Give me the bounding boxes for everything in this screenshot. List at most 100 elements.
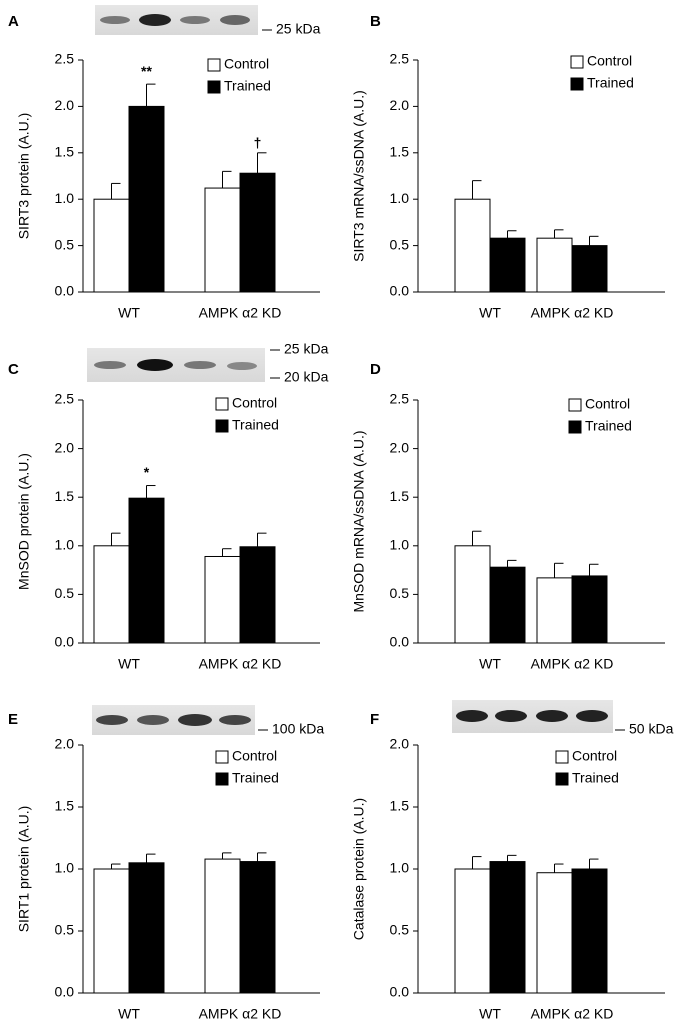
annotation: * [144,464,150,480]
error-bar [111,532,121,546]
legend-swatch [215,772,229,786]
error-bar [257,532,267,547]
x-tick-label: AMPK α2 KD [531,305,614,321]
bar [454,198,491,293]
panel-letter: B [370,13,381,30]
x-tick-label: AMPK α2 KD [199,656,282,672]
y-tick-label: 2.5 [390,51,410,67]
bar [571,575,608,644]
bar [204,187,241,293]
blot-label: 25 kDa [276,21,321,37]
error-bar [222,548,232,557]
y-tick-label: 2.0 [390,97,410,113]
blot-label: 20 kDa [284,369,329,385]
y-axis-label: MnSOD mRNA/ssDNA (A.U.) [351,430,367,612]
panel: D MnSOD mRNA/ssDNA (A.U.) 0.0 0.5 1.0 1.5 2.0 2… [351,361,665,672]
error-bar [257,852,267,862]
error-bar [146,853,156,863]
y-tick-label: 1.5 [390,798,410,814]
panel-letter: A [8,13,19,30]
error-bar [554,229,564,239]
legend-label: Trained [587,75,634,91]
y-tick-label: 0.5 [55,922,75,938]
legend-swatch [555,772,569,786]
y-tick-label: 1.0 [55,190,75,206]
blot-label: 50 kDa [629,721,674,737]
legend-swatch [555,750,569,764]
bar [536,577,573,644]
y-tick-label: 0.5 [390,922,410,938]
y-tick-label: 0.5 [55,236,75,252]
y-tick-label: 2.0 [55,439,75,455]
y-tick-label: 0.0 [390,634,410,650]
blot-a [95,5,258,35]
x-tick-label: WT [118,656,140,672]
y-tick-label: 1.0 [55,537,75,553]
panel-letter: F [370,711,379,728]
error-bar [589,563,599,576]
panel: C MnSOD protein (A.U.) 0.0 0.5 1.0 1.5 2.0 2.5 W… [8,341,329,672]
y-tick-label: 0.5 [390,236,410,252]
bar [489,237,526,293]
x-tick-label: AMPK α2 KD [531,656,614,672]
y-tick-label: 2.0 [390,736,410,752]
y-tick-label: 1.5 [55,144,75,160]
error-bar [146,485,156,499]
x-tick-label: WT [479,1006,501,1022]
error-bar [111,863,121,869]
x-tick-label: WT [118,305,140,321]
blot-c [87,348,265,382]
blot-label: 100 kDa [272,721,324,737]
y-tick-label: 0.0 [390,984,410,1000]
error-bar [589,858,599,869]
y-tick-label: 0.0 [55,984,75,1000]
bar [536,872,573,994]
y-tick-label: 1.0 [390,190,410,206]
error-bar [472,180,482,200]
y-tick-label: 2.5 [55,391,75,407]
error-bar [222,170,232,189]
y-tick-label: 0.0 [55,634,75,650]
legend-swatch [207,80,221,94]
error-bar [111,182,121,200]
y-tick-label: 1.5 [55,798,75,814]
panel: F Catalase protein (A.U.) 0.0 0.5 1.0 1.5 2.0 W… [351,711,674,1022]
legend-swatch [215,750,229,764]
error-bar [507,230,517,239]
annotation: † [254,135,262,151]
bar [454,545,491,644]
bar [128,105,165,293]
y-tick-label: 2.5 [55,51,75,67]
bar [571,868,608,994]
x-tick-label: WT [479,305,501,321]
panel-letter: E [8,711,18,728]
bar [128,497,165,644]
y-tick-label: 2.5 [390,391,410,407]
legend-swatch [570,77,584,91]
blot-e [92,705,255,735]
bar [454,868,491,994]
y-tick-label: 2.0 [55,736,75,752]
bar [239,172,276,293]
y-tick-label: 0.0 [55,283,75,299]
y-axis-label: SIRT3 mRNA/ssDNA (A.U.) [351,90,367,262]
panel-letter: D [370,361,381,378]
bar [489,861,526,994]
x-tick-label: AMPK α2 KD [199,1006,282,1022]
error-bar [257,152,267,174]
x-tick-label: WT [118,1006,140,1022]
panel-letter: C [8,361,19,378]
panel: E SIRT1 protein (A.U.) 0.0 0.5 1.0 1.5 2.0 WT AM… [8,711,324,1022]
legend-label: Control [232,748,277,764]
y-axis-label: Catalase protein (A.U.) [351,798,367,940]
error-bar [554,562,564,578]
panel: B SIRT3 mRNA/ssDNA (A.U.) 0.0 0.5 1.0 1.5 2.0 2… [351,13,665,321]
y-tick-label: 0.5 [55,585,75,601]
legend-swatch [570,55,584,69]
legend-swatch [215,397,229,411]
legend-swatch [207,58,221,72]
bar [536,237,573,293]
legend-label: Trained [224,78,271,94]
blot-label: 25 kDa [284,341,329,357]
bar [128,862,165,994]
